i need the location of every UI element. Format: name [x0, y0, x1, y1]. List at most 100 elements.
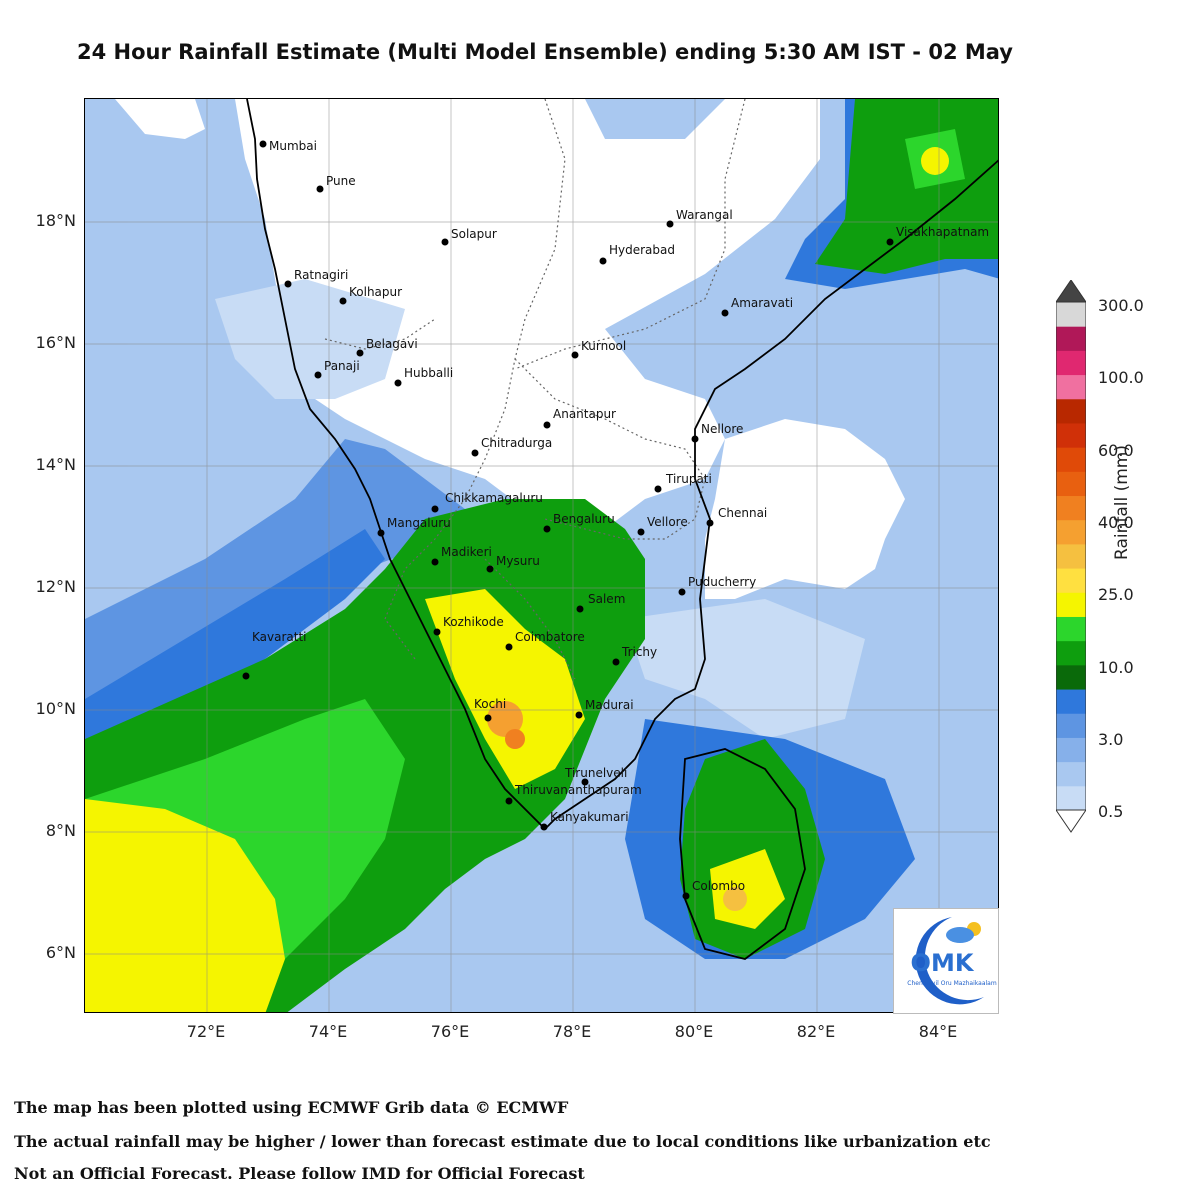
city-label: Visakhapatnam	[896, 225, 989, 239]
city-dot	[581, 778, 589, 786]
heavier-band-west	[85, 529, 385, 759]
colorbar-label: 300.0	[1098, 296, 1144, 315]
cloud-icon	[946, 927, 974, 943]
city-dot	[721, 309, 729, 317]
city-label: Kanyakumari	[550, 810, 629, 824]
city-label: Madikeri	[441, 545, 492, 559]
lon-tick: 76°E	[430, 1022, 470, 1041]
city-dot	[637, 528, 645, 536]
dry-area-bay	[705, 419, 905, 599]
city-label: Solapur	[451, 227, 497, 241]
very-light-patch-bay	[625, 599, 865, 739]
city-label: Mumbai	[269, 139, 317, 153]
colorbar-segment	[1056, 398, 1086, 424]
footnote-disclaimer: The actual rainfall may be higher / lowe…	[14, 1132, 991, 1151]
city-dot	[484, 714, 492, 722]
colorbar-label: 3.0	[1098, 730, 1124, 749]
city-dot	[543, 421, 551, 429]
city-dot	[575, 711, 583, 719]
city-dot	[339, 297, 347, 305]
city-dot	[666, 220, 674, 228]
colorbar-segment	[1056, 761, 1086, 787]
colorbar-label: 25.0	[1098, 585, 1134, 604]
city-label: Puducherry	[688, 575, 756, 589]
city-label: Kolhapur	[349, 285, 402, 299]
city-dot	[678, 588, 686, 596]
city-dot	[314, 371, 322, 379]
city-label: Warangal	[676, 208, 733, 222]
colorbar-segment	[1056, 640, 1086, 666]
city-dot	[599, 257, 607, 265]
city-dot	[471, 449, 479, 457]
city-dot	[431, 505, 439, 513]
orange-colombo	[723, 887, 747, 911]
city-label: Chennai	[718, 506, 767, 520]
omk-logo: OMK Chennaiyil Oru Mazhaikaalam	[893, 908, 999, 1014]
city-dot	[316, 185, 324, 193]
city-label: Bengaluru	[553, 512, 615, 526]
yellow-kerala	[425, 589, 585, 789]
lon-tick: 80°E	[674, 1022, 714, 1041]
city-dot	[543, 525, 551, 533]
dry-area-north	[115, 99, 205, 139]
colorbar-title: Rainfall (mm)	[1112, 445, 1132, 560]
lon-tick: 72°E	[186, 1022, 226, 1041]
city-dot	[433, 628, 441, 636]
city-label: Panaji	[324, 359, 360, 373]
colorbar-segment	[1056, 737, 1086, 763]
city-dot	[242, 672, 250, 680]
city-label: Pune	[326, 174, 356, 188]
city-dot	[441, 238, 449, 246]
lon-tick: 84°E	[918, 1022, 958, 1041]
colorbar-segment	[1056, 471, 1086, 497]
city-dot	[576, 605, 584, 613]
city-dot	[356, 349, 364, 357]
colorbar-segments	[1056, 302, 1086, 811]
city-label: Mysuru	[496, 554, 540, 568]
city-dot	[431, 558, 439, 566]
city-dot	[706, 519, 714, 527]
colorbar-max-arrow	[1056, 280, 1086, 303]
lat-tick: 18°N	[35, 211, 76, 230]
colorbar-label: 10.0	[1098, 658, 1134, 677]
city-label: Hyderabad	[609, 243, 675, 257]
city-label: Mangaluru	[387, 516, 451, 530]
lat-tick: 16°N	[35, 333, 76, 352]
lat-tick: 6°N	[45, 943, 76, 962]
city-dot	[691, 435, 699, 443]
colorbar-segment	[1056, 374, 1086, 400]
colorbar-segment	[1056, 447, 1086, 472]
lon-tick: 74°E	[308, 1022, 348, 1041]
colorbar-segment	[1056, 326, 1086, 351]
colorbar-segment	[1056, 689, 1086, 714]
city-label: Salem	[588, 592, 625, 606]
city-dot	[394, 379, 402, 387]
colorbar-min-arrow	[1056, 809, 1086, 833]
map-title: 24 Hour Rainfall Estimate (Multi Model E…	[77, 40, 1013, 64]
rainfall-map-svg: Mumbai Pune Warangal Solapur Hyderabad V…	[85, 99, 998, 1012]
city-label: Kurnool	[581, 339, 626, 353]
colorbar-segment	[1056, 568, 1086, 593]
city-label: Kavaratti	[252, 630, 307, 644]
state-boundaries	[324, 99, 746, 680]
colorbar-segment	[1056, 350, 1086, 376]
city-label: Amaravati	[731, 296, 793, 310]
city-label: Madurai	[585, 698, 634, 712]
colorbar-segment	[1056, 785, 1086, 811]
colorbar-segment	[1056, 664, 1086, 690]
rainfall-colorbar	[1056, 280, 1086, 833]
city-label: Kochi	[474, 697, 506, 711]
yellow-spot-ne	[921, 147, 949, 175]
city-dot	[284, 280, 292, 288]
rainfall-map[interactable]: Mumbai Pune Warangal Solapur Hyderabad V…	[84, 98, 999, 1013]
lat-tick: 12°N	[35, 577, 76, 596]
colorbar-segment	[1056, 519, 1086, 545]
colorbar-label: 60.0	[1098, 441, 1134, 460]
colorbar-frame	[1056, 301, 1086, 811]
city-label: Nellore	[701, 422, 743, 436]
city-label: Chitradurga	[481, 436, 552, 450]
dry-area-deccan	[235, 99, 820, 529]
city-label: Kozhikode	[443, 615, 504, 629]
colorbar-segment	[1056, 495, 1086, 521]
yellow-sea-patch	[85, 799, 285, 1012]
